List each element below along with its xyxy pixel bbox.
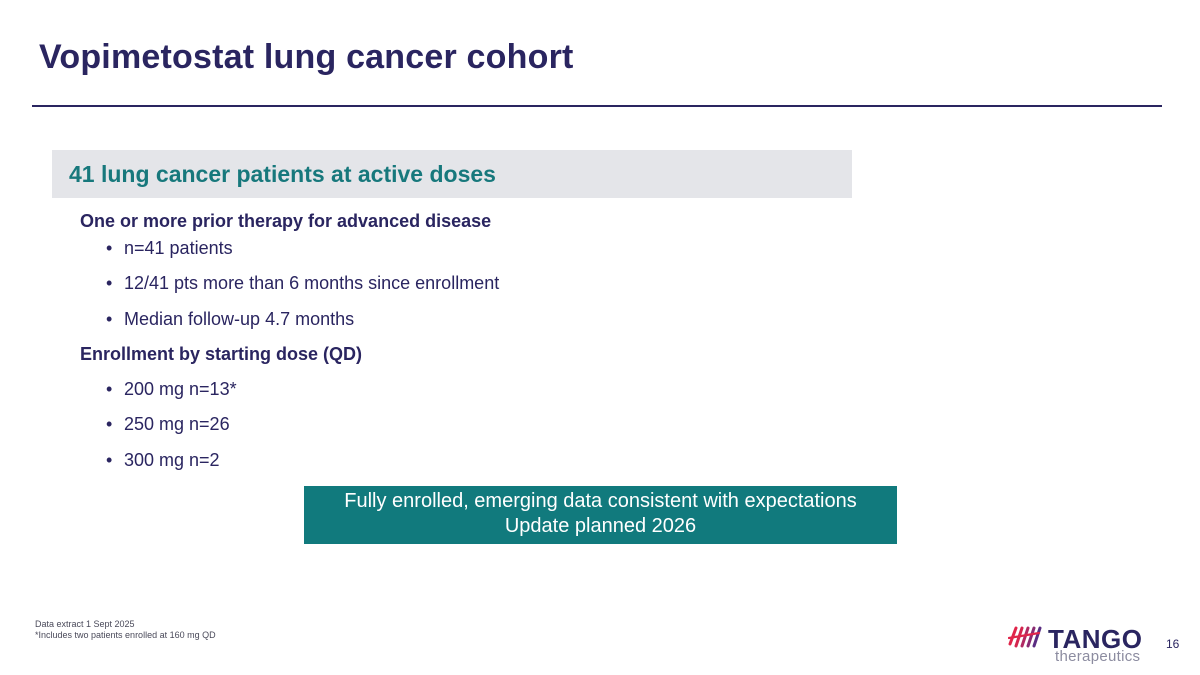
bullet-item: • Median follow-up 4.7 months xyxy=(106,309,354,330)
bullet-dot-icon: • xyxy=(106,273,113,293)
group-heading-enrollment-dose: Enrollment by starting dose (QD) xyxy=(80,344,363,364)
bullet-text: 12/41 pts more than 6 months since enrol… xyxy=(124,273,500,293)
callout-box: Fully enrolled, emerging data consistent… xyxy=(304,486,897,544)
callout-line-1: Fully enrolled, emerging data consistent… xyxy=(344,490,857,512)
logo-subtitle: therapeutics xyxy=(1055,648,1141,665)
bullet-text: Median follow-up 4.7 months xyxy=(124,309,355,329)
bullet-text: 300 mg n=2 xyxy=(124,450,220,470)
slide-title: Vopimetostat lung cancer cohort xyxy=(39,38,574,76)
title-divider xyxy=(32,105,1162,107)
bullet-dot-icon: • xyxy=(106,238,113,258)
bullet-text: 250 mg n=26 xyxy=(124,414,230,434)
group-heading-prior-therapy: One or more prior therapy for advanced d… xyxy=(80,211,492,231)
footnote-asterisk: *Includes two patients enrolled at 160 m… xyxy=(35,630,216,640)
bullet-item: • 300 mg n=2 xyxy=(106,450,220,471)
bullet-text: n=41 patients xyxy=(124,238,233,258)
bullet-item: • 200 mg n=13* xyxy=(106,379,237,400)
page-number: 16 xyxy=(1166,637,1180,651)
company-logo: TANGO therapeutics xyxy=(1008,624,1148,668)
bullet-dot-icon: • xyxy=(106,379,113,399)
bullet-item: • n=41 patients xyxy=(106,238,233,259)
bullet-dot-icon: • xyxy=(106,414,113,434)
section-header-box: 41 lung cancer patients at active doses xyxy=(52,150,852,198)
section-title: 41 lung cancer patients at active doses xyxy=(69,161,496,187)
bullet-dot-icon: • xyxy=(106,450,113,470)
footnote-data-extract: Data extract 1 Sept 2025 xyxy=(35,619,135,629)
bullet-text: 200 mg n=13* xyxy=(124,379,237,399)
bullet-item: • 250 mg n=26 xyxy=(106,414,230,435)
bullet-dot-icon: • xyxy=(106,309,113,329)
bullet-item: • 12/41 pts more than 6 months since enro… xyxy=(106,273,499,294)
logo-name: TANGO xyxy=(1048,624,1143,654)
callout-line-2: Update planned 2026 xyxy=(504,515,697,537)
tango-stripes-icon xyxy=(1008,626,1042,648)
